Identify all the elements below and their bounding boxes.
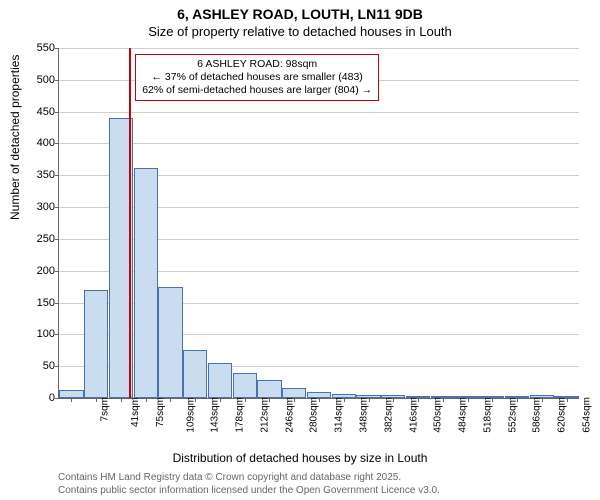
xtick-mark xyxy=(443,398,444,402)
ytick-label: 450 xyxy=(25,106,55,118)
xtick-mark xyxy=(170,398,171,402)
ytick-mark xyxy=(55,271,59,272)
xtick-mark xyxy=(517,398,518,402)
xtick-label: 450sqm xyxy=(433,397,444,433)
xtick-label: 484sqm xyxy=(458,397,469,433)
ytick-mark xyxy=(55,334,59,335)
histogram-bar xyxy=(84,290,108,398)
ytick-label: 500 xyxy=(25,74,55,86)
ytick-label: 50 xyxy=(25,360,55,372)
xtick-mark xyxy=(195,398,196,402)
xtick-mark xyxy=(96,398,97,402)
xtick-label: 416sqm xyxy=(408,397,419,433)
attribution-text: Contains HM Land Registry data © Crown c… xyxy=(58,471,440,497)
xtick-mark xyxy=(344,398,345,402)
ytick-label: 200 xyxy=(25,265,55,277)
xtick-mark xyxy=(468,398,469,402)
xtick-label: 109sqm xyxy=(185,397,196,433)
xtick-label: 280sqm xyxy=(309,397,320,433)
histogram-bar xyxy=(257,380,281,398)
ytick-mark xyxy=(55,207,59,208)
histogram-bar xyxy=(158,287,182,398)
ytick-mark xyxy=(55,175,59,176)
histogram-bar xyxy=(208,363,232,398)
xtick-mark xyxy=(146,398,147,402)
ytick-mark xyxy=(55,112,59,113)
ytick-mark xyxy=(55,80,59,81)
xtick-label: 654sqm xyxy=(581,397,592,433)
xtick-label: 246sqm xyxy=(284,397,295,433)
xtick-mark xyxy=(294,398,295,402)
chart-container: 6, ASHLEY ROAD, LOUTH, LN11 9DB Size of … xyxy=(0,0,600,500)
ytick-label: 250 xyxy=(25,233,55,245)
marker-line xyxy=(129,48,131,398)
callout-line-1: 6 ASHLEY ROAD: 98sqm xyxy=(142,58,372,71)
xtick-mark xyxy=(542,398,543,402)
xtick-mark xyxy=(245,398,246,402)
ytick-label: 300 xyxy=(25,201,55,213)
attribution-line-1: Contains HM Land Registry data © Crown c… xyxy=(58,471,440,484)
histogram-bar xyxy=(59,390,83,398)
xtick-label: 178sqm xyxy=(235,397,246,433)
gridline xyxy=(59,48,579,49)
y-axis-label: Number of detached properties xyxy=(8,55,22,220)
x-axis-label: Distribution of detached houses by size … xyxy=(0,451,600,465)
xtick-label: 212sqm xyxy=(260,397,271,433)
xtick-mark xyxy=(393,398,394,402)
xtick-mark xyxy=(319,398,320,402)
xtick-mark xyxy=(418,398,419,402)
ytick-mark xyxy=(55,239,59,240)
xtick-label: 518sqm xyxy=(482,397,493,433)
attribution-line-2: Contains public sector information licen… xyxy=(58,484,440,497)
ytick-label: 550 xyxy=(25,42,55,54)
xtick-mark xyxy=(269,398,270,402)
ytick-mark xyxy=(55,366,59,367)
xtick-label: 143sqm xyxy=(210,397,221,433)
xtick-label: 75sqm xyxy=(155,397,166,427)
xtick-label: 41sqm xyxy=(130,397,141,427)
ytick-mark xyxy=(55,48,59,49)
xtick-mark xyxy=(492,398,493,402)
callout-line-2: ← 37% of detached houses are smaller (48… xyxy=(142,71,372,84)
chart-subtitle: Size of property relative to detached ho… xyxy=(0,24,600,39)
ytick-label: 350 xyxy=(25,169,55,181)
xtick-label: 7sqm xyxy=(100,397,111,421)
chart-title: 6, ASHLEY ROAD, LOUTH, LN11 9DB xyxy=(0,6,600,22)
histogram-bar xyxy=(134,168,158,398)
callout-line-3: 62% of semi-detached houses are larger (… xyxy=(142,84,372,97)
plot-area: 0501001502002503003504004505005507sqm41s… xyxy=(58,48,579,399)
xtick-mark xyxy=(220,398,221,402)
gridline xyxy=(59,112,579,113)
histogram-bar xyxy=(183,350,207,398)
xtick-mark xyxy=(121,398,122,402)
ytick-label: 100 xyxy=(25,328,55,340)
xtick-label: 620sqm xyxy=(557,397,568,433)
histogram-bar xyxy=(233,373,257,398)
xtick-label: 586sqm xyxy=(532,397,543,433)
ytick-label: 150 xyxy=(25,297,55,309)
marker-callout: 6 ASHLEY ROAD: 98sqm← 37% of detached ho… xyxy=(135,54,379,101)
ytick-mark xyxy=(55,303,59,304)
ytick-label: 400 xyxy=(25,137,55,149)
xtick-label: 314sqm xyxy=(334,397,345,433)
xtick-label: 382sqm xyxy=(383,397,394,433)
xtick-mark xyxy=(567,398,568,402)
ytick-mark xyxy=(55,143,59,144)
xtick-mark xyxy=(71,398,72,402)
xtick-label: 552sqm xyxy=(507,397,518,433)
xtick-label: 348sqm xyxy=(359,397,370,433)
ytick-mark xyxy=(55,398,59,399)
gridline xyxy=(59,143,579,144)
xtick-mark xyxy=(369,398,370,402)
ytick-label: 0 xyxy=(25,392,55,404)
histogram-bar xyxy=(282,388,306,398)
